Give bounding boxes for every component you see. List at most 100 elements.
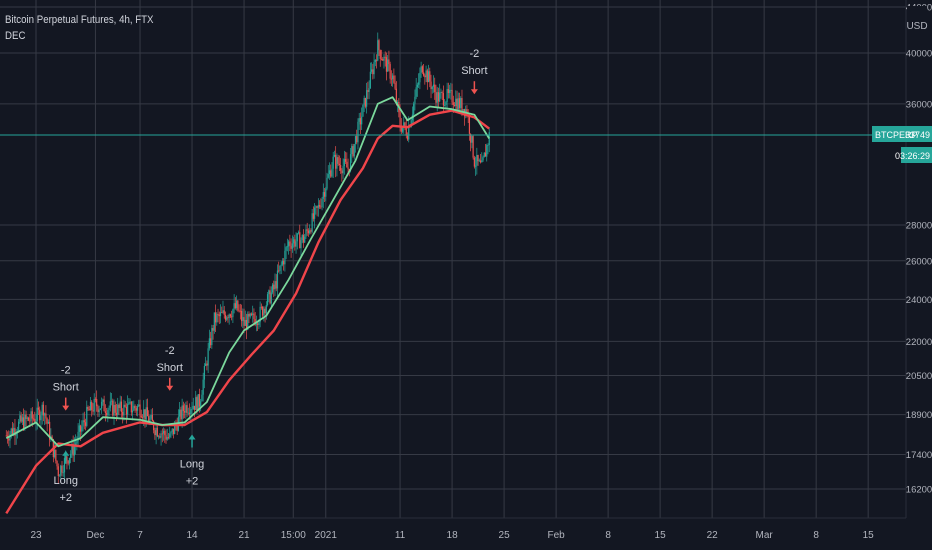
candle-body	[291, 243, 293, 249]
candle-body	[357, 121, 359, 143]
candle-body	[422, 72, 425, 76]
candle-body	[302, 235, 305, 243]
candle-body	[128, 402, 130, 405]
candle-body	[418, 82, 420, 85]
candle-body	[338, 163, 340, 166]
time-axis[interactable]: 23 Dec 7 14 21 15:00 2021 11 18 25 Feb 8 15 22 Mar 8 15	[30, 530, 874, 541]
candle-body	[187, 412, 189, 414]
candle-body	[426, 70, 428, 83]
candle-body	[161, 433, 163, 435]
candle-body	[335, 154, 337, 169]
candle-body	[340, 165, 342, 171]
candle-body	[129, 401, 131, 403]
candle-body	[76, 441, 78, 444]
y-tick-label: 40000	[906, 49, 932, 60]
candle-body	[275, 281, 277, 289]
y-tick-label: 22000	[906, 337, 932, 348]
y-tick-label: 26000	[906, 256, 932, 267]
candle-body	[342, 166, 344, 174]
candle-body	[97, 406, 99, 413]
candle-body	[387, 59, 389, 72]
x-tick-label: Dec	[87, 530, 105, 541]
candle-body	[488, 132, 490, 146]
candle-body	[184, 411, 186, 413]
candle-body	[86, 406, 88, 426]
candle-body	[238, 310, 240, 312]
candle-body	[473, 157, 475, 167]
candle-body	[396, 101, 399, 104]
candle-body	[143, 409, 145, 418]
ticker-price-badge[interactable]: BTCPERP - 33749	[872, 126, 932, 142]
candle-body	[383, 56, 385, 61]
candle-body	[150, 414, 152, 419]
candle-body	[237, 300, 239, 311]
candle-body	[21, 417, 23, 422]
candle-body	[236, 300, 238, 309]
candle-body	[331, 168, 333, 177]
candle-body	[229, 314, 232, 317]
candle-body	[278, 270, 280, 272]
chart-legend: Bitcoin Perpetual Futures, 4h, FTX DEC	[5, 12, 154, 44]
candle-body	[316, 206, 318, 208]
candle-body	[172, 428, 175, 435]
candle-body	[188, 412, 191, 414]
x-tick-label: Mar	[756, 530, 774, 541]
candle-body	[217, 314, 219, 315]
candle-body	[244, 319, 246, 326]
candle-body	[471, 136, 473, 143]
candle-body	[476, 155, 478, 166]
candle-body	[239, 310, 241, 312]
short-arrow-head	[62, 405, 70, 411]
candle-body	[53, 449, 56, 458]
candle-body	[374, 59, 376, 63]
countdown-label: 03:26:29	[895, 151, 930, 161]
candle-body	[274, 281, 276, 290]
candle-body	[203, 365, 206, 380]
candle-body	[451, 89, 453, 103]
short-signal-label: -2	[165, 345, 175, 357]
candle-body	[131, 410, 134, 413]
long-signal-label: +2	[186, 476, 199, 488]
candle-body	[434, 84, 436, 93]
candle-body	[130, 401, 132, 413]
x-tick-label: 7	[137, 530, 143, 541]
candle-body	[382, 59, 384, 61]
indicator-label: DEC	[5, 30, 26, 42]
candle-body	[169, 433, 171, 438]
candle-body	[98, 409, 100, 413]
x-tick-label: Feb	[547, 530, 565, 541]
candle-body	[167, 437, 170, 438]
candle-body	[462, 109, 464, 112]
candle-body	[380, 58, 383, 60]
candle-body	[321, 198, 323, 207]
candle-body	[273, 284, 275, 290]
candle-body	[58, 475, 61, 477]
candle-body	[421, 66, 423, 73]
candle-body	[276, 270, 279, 289]
candle-body	[460, 98, 462, 108]
y-tick-label: 24000	[906, 295, 932, 306]
candle-body	[377, 40, 379, 61]
candle-body	[378, 40, 380, 51]
candle-body	[248, 313, 250, 317]
candle-body	[300, 240, 302, 249]
candle-body	[266, 294, 269, 306]
candle-body	[400, 126, 402, 132]
candle-body	[179, 409, 181, 417]
candle-body	[254, 319, 256, 325]
candle-body	[185, 405, 187, 413]
candle-body	[155, 427, 157, 436]
candle-body	[415, 87, 417, 97]
candle-body	[151, 414, 154, 422]
candle-body	[14, 427, 16, 436]
candle-body	[240, 310, 243, 322]
candle-body	[372, 69, 374, 75]
candle-body	[51, 436, 53, 440]
candle-body	[405, 127, 407, 136]
candle-body	[223, 310, 225, 315]
candle-body	[361, 116, 363, 125]
candle-body	[343, 159, 345, 167]
candle-body	[370, 69, 373, 72]
candle-body	[445, 101, 447, 106]
